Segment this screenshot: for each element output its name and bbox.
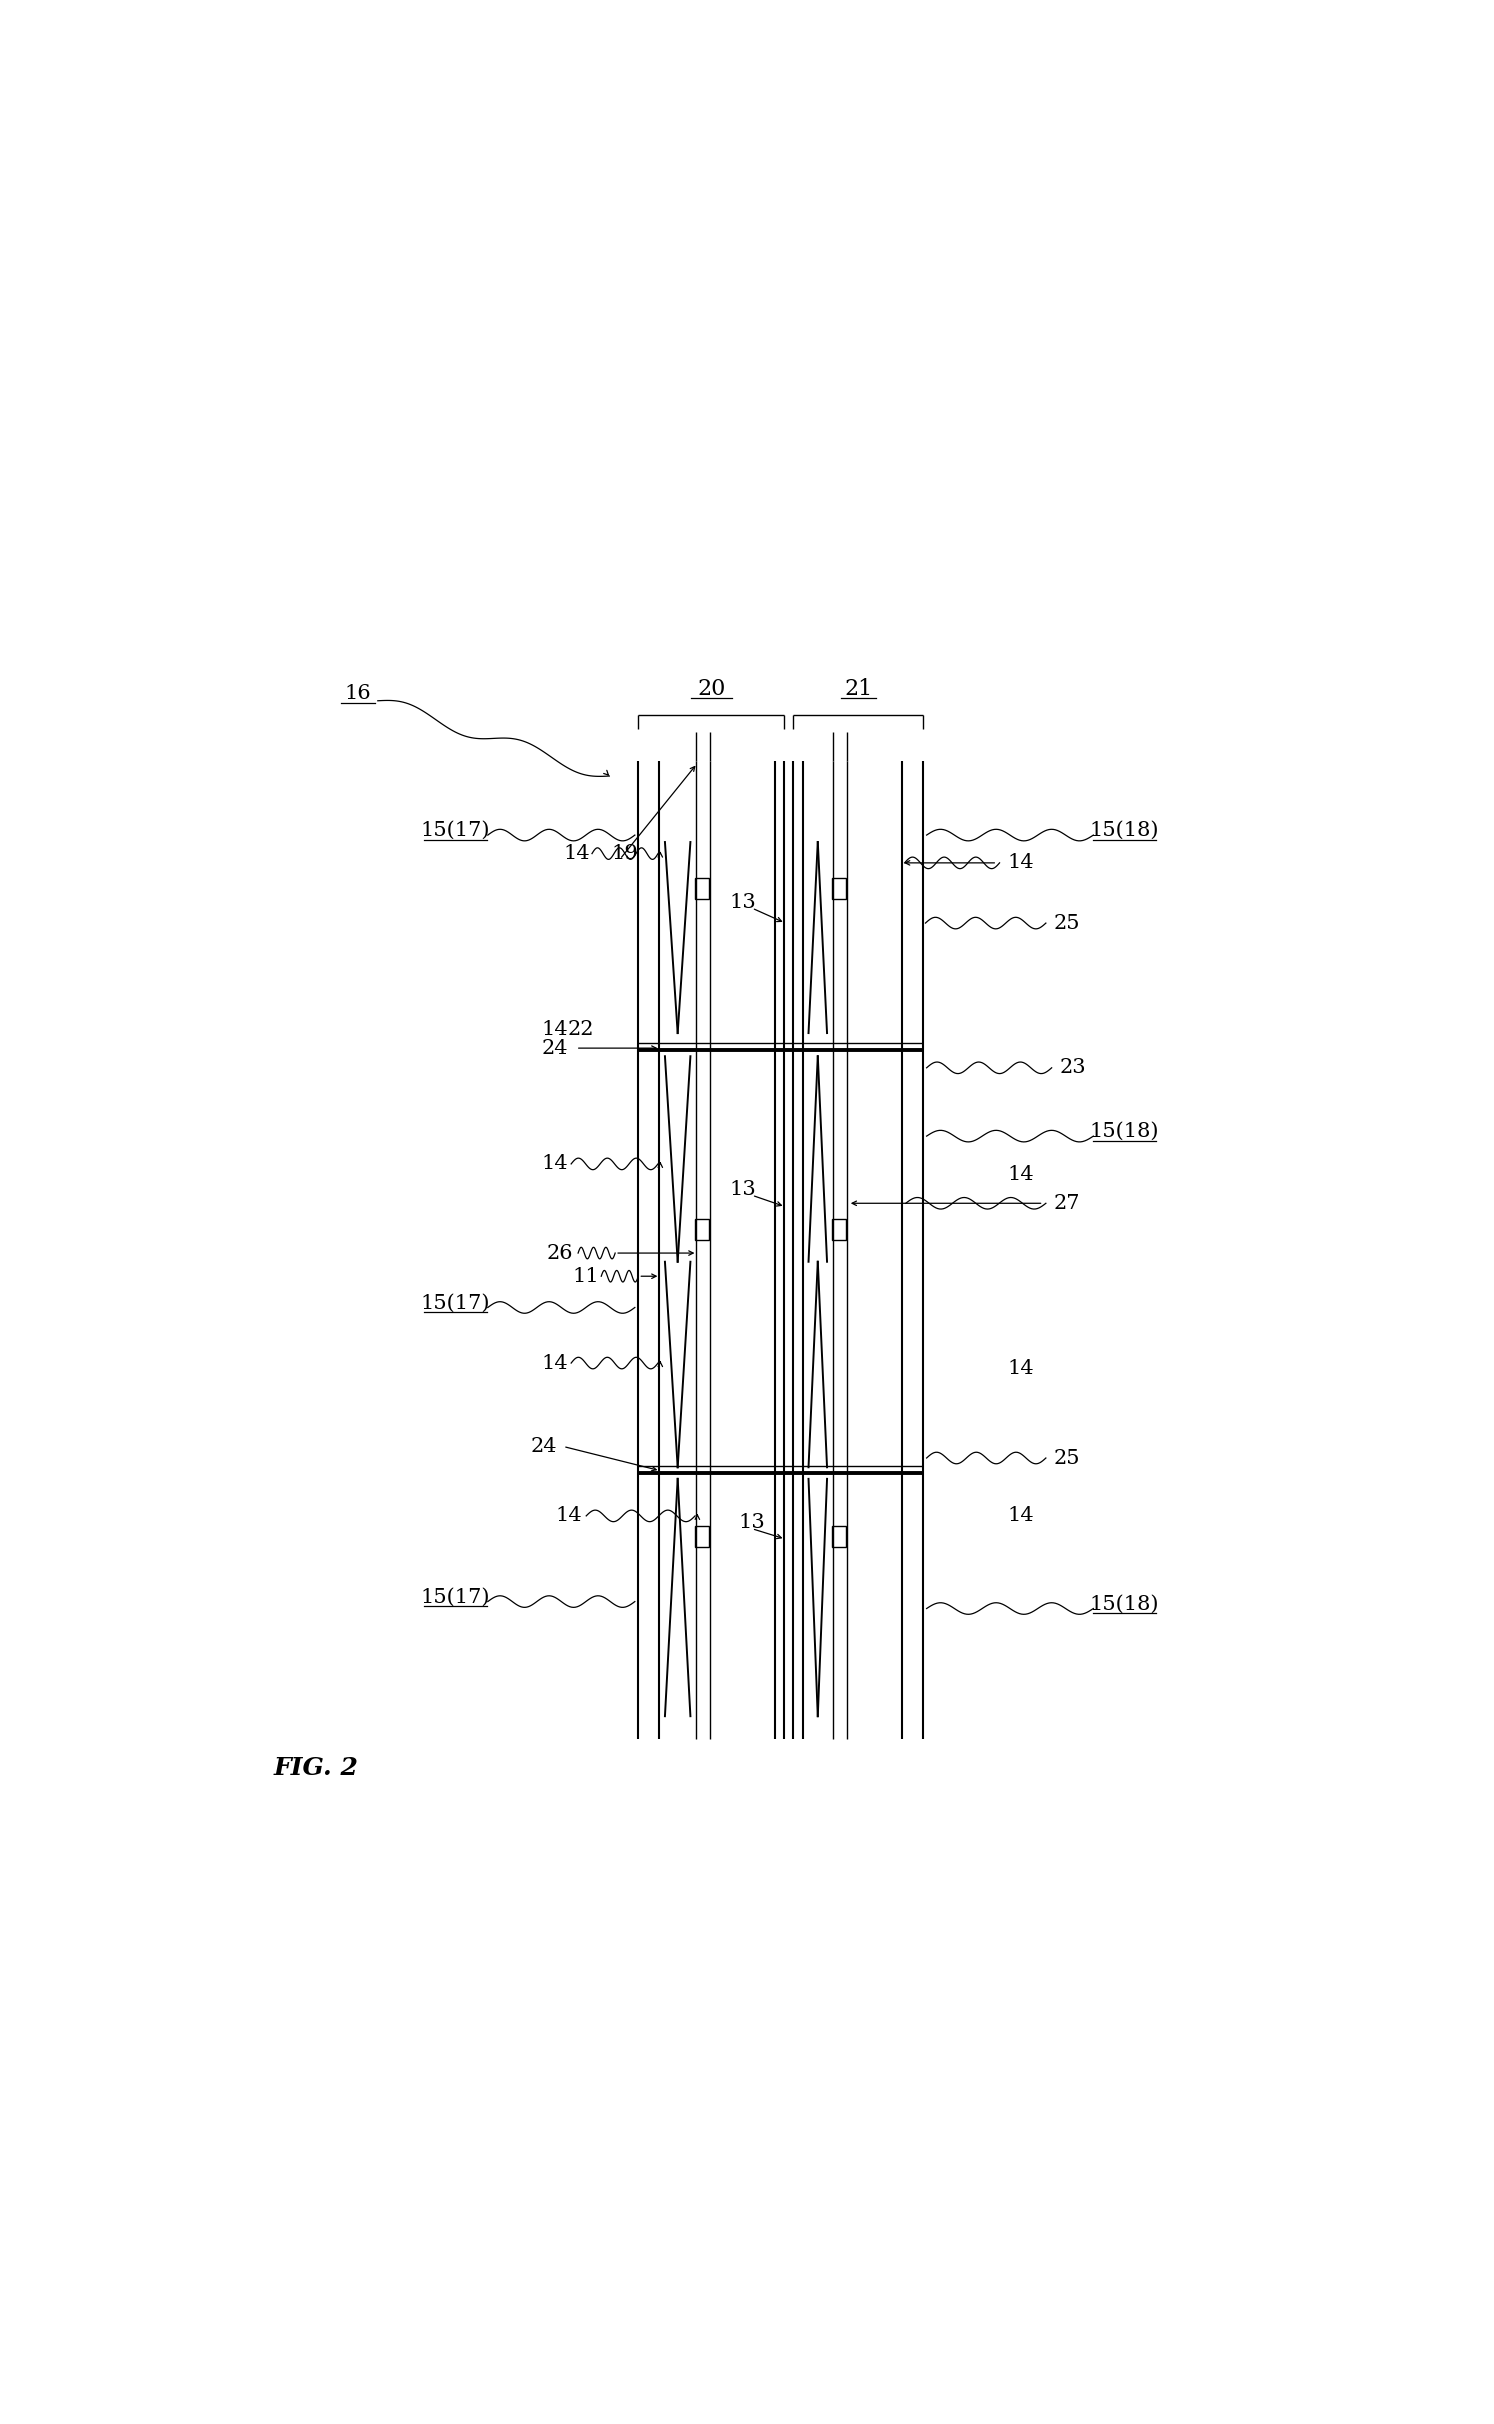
Text: 25: 25 (1053, 914, 1080, 933)
Bar (832, 1219, 846, 1241)
Text: 16: 16 (345, 684, 372, 703)
Bar (695, 1527, 710, 1547)
Bar (832, 877, 846, 899)
Text: 20: 20 (698, 679, 726, 701)
Text: 13: 13 (738, 1513, 765, 1532)
Text: 14: 14 (563, 844, 590, 863)
Bar (832, 1527, 846, 1547)
Text: 27: 27 (1053, 1193, 1080, 1212)
Text: 19: 19 (611, 844, 638, 863)
Text: 15(18): 15(18) (1089, 1122, 1159, 1142)
Text: 11: 11 (572, 1268, 599, 1285)
Text: 14: 14 (1007, 853, 1034, 873)
Text: 15(17): 15(17) (421, 822, 490, 841)
Text: 22: 22 (568, 1021, 593, 1040)
Bar (695, 877, 710, 899)
Text: 14: 14 (1007, 1505, 1034, 1525)
Text: 15(18): 15(18) (1089, 822, 1159, 841)
Text: 13: 13 (729, 1180, 756, 1200)
Text: 14: 14 (556, 1505, 583, 1525)
Text: 23: 23 (1059, 1059, 1086, 1076)
Text: 15(18): 15(18) (1089, 1595, 1159, 1614)
Text: FIG. 2: FIG. 2 (273, 1757, 359, 1779)
Text: 15(17): 15(17) (421, 1588, 490, 1607)
Text: 24: 24 (542, 1037, 568, 1057)
Text: 25: 25 (1053, 1450, 1080, 1467)
Text: 21: 21 (844, 679, 872, 701)
Text: 26: 26 (547, 1244, 572, 1263)
Text: 13: 13 (729, 892, 756, 911)
Text: 14: 14 (542, 1021, 568, 1040)
Text: 14: 14 (1007, 1360, 1034, 1379)
Text: 14: 14 (542, 1154, 568, 1173)
Bar (695, 1219, 710, 1241)
Text: 14: 14 (542, 1353, 568, 1372)
Text: 14: 14 (1007, 1166, 1034, 1183)
Text: 15(17): 15(17) (421, 1294, 490, 1311)
Text: 24: 24 (530, 1437, 557, 1457)
